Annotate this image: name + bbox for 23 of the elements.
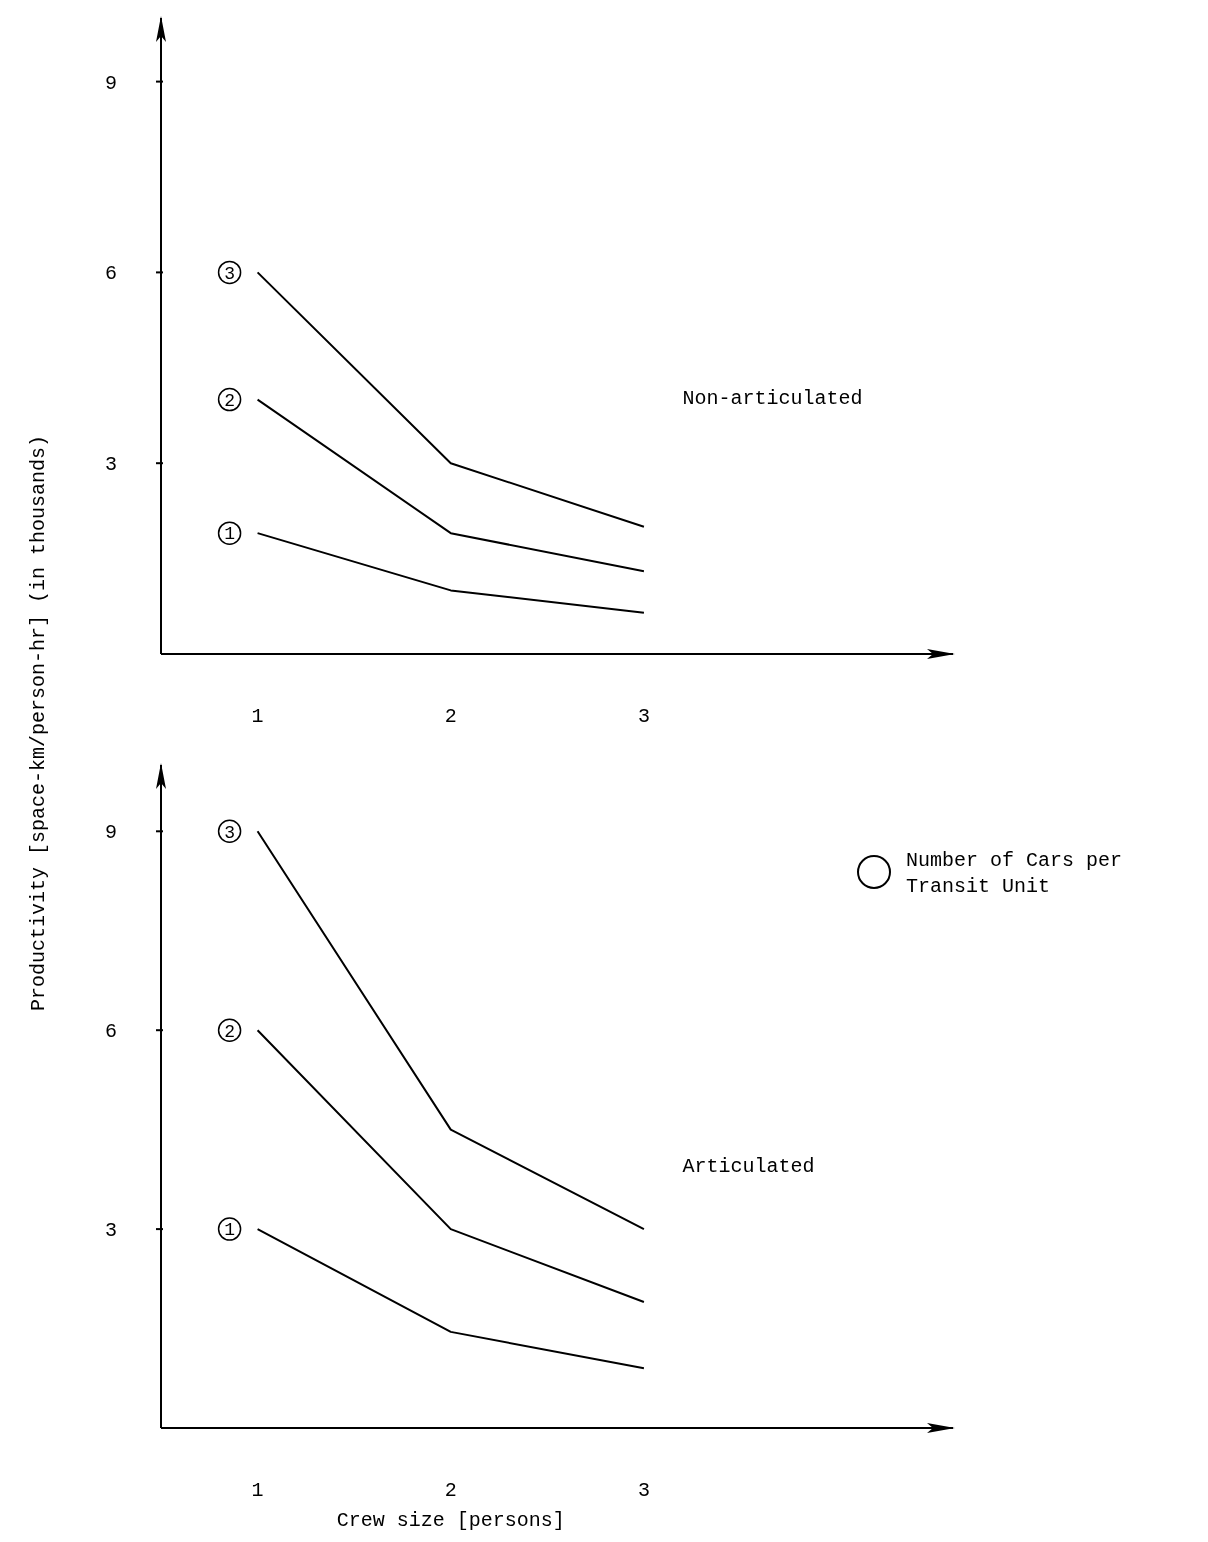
- series-label: 1: [224, 524, 235, 545]
- x-tick-label: 2: [444, 705, 457, 728]
- series-label: 3: [224, 263, 235, 284]
- annotation: Articulated: [682, 1155, 815, 1178]
- y-tick-label: 9: [104, 71, 118, 95]
- y-tick-label: 6: [104, 1020, 118, 1044]
- y-tick-label: 3: [104, 453, 118, 477]
- x-tick-label: 2: [444, 1479, 457, 1502]
- series-label: 2: [224, 390, 235, 411]
- y-axis-title: Productivity [space-km/person-hr] (in thousands): [27, 434, 50, 1012]
- series-label: 1: [224, 1220, 235, 1241]
- x-tick-label: 1: [251, 705, 264, 728]
- y-tick-label: 6: [104, 262, 118, 286]
- series-label: 3: [224, 822, 235, 843]
- x-tick-label: 3: [637, 1479, 650, 1502]
- x-tick-label: 3: [637, 705, 650, 728]
- x-axis-title: Crew size [persons]: [336, 1509, 565, 1532]
- x-tick-label: 1: [251, 1479, 264, 1502]
- y-tick-label: 3: [104, 1219, 118, 1243]
- annotation: Non-articulated: [682, 387, 863, 410]
- annotation: Number of Cars per Transit Unit: [906, 849, 1123, 898]
- y-tick-label: 9: [104, 821, 118, 845]
- series-label: 2: [224, 1021, 235, 1042]
